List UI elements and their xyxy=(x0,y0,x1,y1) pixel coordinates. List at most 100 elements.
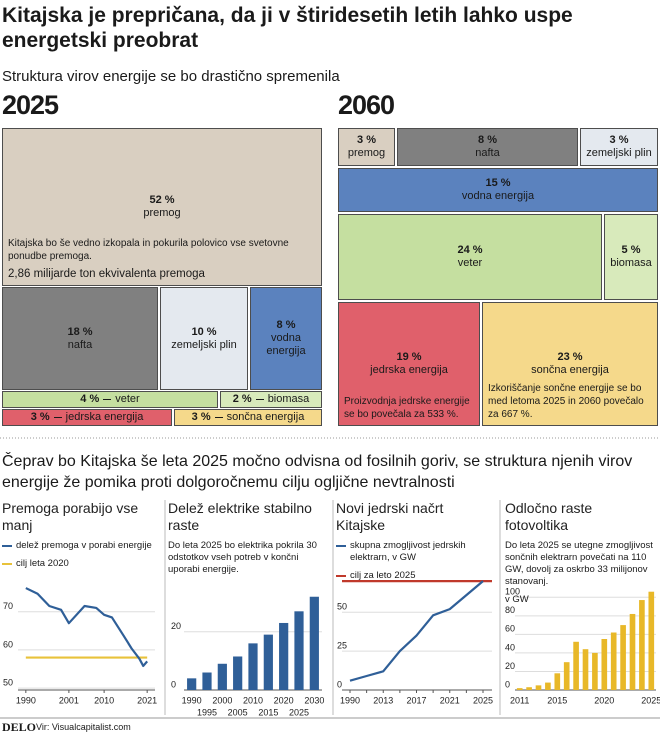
value-label: 3 % xyxy=(357,134,376,146)
legend-item: cilj leta 2020 xyxy=(2,558,160,570)
subtitle: Struktura virov energije se bo drastično… xyxy=(2,68,340,85)
separator xyxy=(255,399,264,400)
legend-label: cilj leta 2020 xyxy=(16,558,69,569)
y-tick-label: 25 xyxy=(337,640,347,650)
treemap-cell: 19 % jedrska energija Proizvodnja jedrske … xyxy=(338,302,480,426)
x-tick-label: 2005 xyxy=(228,707,248,717)
category-label: premog xyxy=(347,147,386,159)
x-tick-label: 2025 xyxy=(289,707,309,717)
treemap-cell: 24 % veter xyxy=(338,214,602,300)
bar xyxy=(263,634,273,690)
treemap-cell: 4 % veter xyxy=(2,391,218,408)
annotation: Izkoriščanje sončne energije se bo med l… xyxy=(488,382,652,421)
legend-swatch xyxy=(336,575,346,577)
bar xyxy=(516,688,523,690)
treemap-title: 2025 xyxy=(2,90,59,120)
category-label: premog xyxy=(143,207,181,219)
treemap-cell: 23 % sončna energija Izkoriščanje sončne e… xyxy=(482,302,658,426)
x-tick-label: 2021 xyxy=(137,695,157,705)
bar xyxy=(639,600,645,690)
x-tick-label: 2015 xyxy=(547,695,567,705)
value-label: 18 % xyxy=(67,325,93,338)
x-tick-label: 2000 xyxy=(212,695,232,705)
y-tick-label: 80 xyxy=(505,605,515,615)
bar xyxy=(545,682,551,690)
category-label: vodna energija xyxy=(461,190,535,202)
value-label: 19 % xyxy=(396,351,422,363)
y-tick-label: 0 xyxy=(505,679,510,689)
x-tick-label: 2030 xyxy=(304,695,324,705)
bar xyxy=(620,625,626,690)
chart-panel: Premoga porabijo vse manj delež premoga v… xyxy=(2,500,160,570)
category-label: zemeljski plin xyxy=(586,147,652,159)
y-tick-label: 0 xyxy=(337,679,342,689)
category-label: vodna energija xyxy=(266,332,306,357)
treemap-cell: 5 % biomasa xyxy=(604,214,658,300)
value-label: 5 % xyxy=(621,244,641,256)
legend-swatch xyxy=(2,563,12,565)
separator xyxy=(53,417,62,418)
category-label: sončna energija xyxy=(226,411,305,423)
value-label: 24 % xyxy=(457,244,483,256)
bar xyxy=(233,656,243,690)
treemap-cell: 8 % vodna energija xyxy=(250,287,322,390)
bar xyxy=(592,652,598,690)
legend-item: skupna zmogljivost jedrskih elektrarn, v… xyxy=(336,540,494,564)
bar xyxy=(648,591,655,690)
bar xyxy=(526,687,532,690)
bar xyxy=(202,672,212,690)
value-label: 3 % xyxy=(609,134,629,146)
treemap-cell: 18 % nafta xyxy=(2,287,158,390)
chart-title: Premoga porabijo vse manj xyxy=(2,500,139,533)
legend-swatch xyxy=(2,545,12,547)
value-label: 23 % xyxy=(557,351,583,363)
line-series xyxy=(349,580,484,682)
category-label: veter xyxy=(457,257,483,269)
y-tick-label: 20 xyxy=(171,621,181,631)
x-tick-label: 2010 xyxy=(243,695,263,705)
treemap-cell: 3 % sončna energija xyxy=(174,409,322,426)
bar xyxy=(573,641,579,690)
x-tick-label: 2011 xyxy=(510,695,529,705)
value-label: 8 % xyxy=(478,134,497,146)
logo: DELO xyxy=(2,720,37,734)
bar xyxy=(309,596,319,690)
treemap-cell: 3 % jedrska energija xyxy=(2,409,172,426)
chart-panel: Novi jedrski načrt Kitajske skupna zmoglj… xyxy=(336,500,494,582)
treemap-title: 2060 xyxy=(338,90,395,120)
x-tick-label: 2017 xyxy=(406,695,426,705)
legend-label: delež premoga v porabi energije xyxy=(16,540,152,551)
category-label: biomasa xyxy=(267,393,310,405)
y-tick-label: 70 xyxy=(3,601,13,611)
bar xyxy=(535,685,542,690)
bar xyxy=(294,611,304,690)
x-tick-label: 2015 xyxy=(258,707,278,717)
annotation-text: 2,86 milijarde ton ekvivalenta premoga xyxy=(8,268,205,280)
x-tick-label: 2020 xyxy=(594,695,614,705)
y-tick-label: 60 xyxy=(3,639,13,649)
y-tick-label: 60 xyxy=(505,624,515,634)
x-tick-label: 1990 xyxy=(16,695,36,705)
treemap-cell: 15 % vodna energija xyxy=(338,168,658,212)
x-tick-label: 2025 xyxy=(641,695,660,705)
bar xyxy=(629,613,636,690)
note: v GW xyxy=(505,594,529,605)
value-label: 4 % xyxy=(80,393,100,405)
treemap-cell: 8 % nafta xyxy=(397,128,578,166)
y-tick-label: 100 xyxy=(505,587,520,597)
intro: Čeprav bo Kitajska še leta 2025 močno od… xyxy=(2,453,633,491)
x-tick-label: 2013 xyxy=(373,695,393,705)
legend-item: cilj za leto 2025 xyxy=(336,570,494,582)
x-tick-label: 2001 xyxy=(59,695,79,705)
separator xyxy=(103,399,112,400)
treemap-cell: 10 % zemeljski plin xyxy=(160,287,248,390)
x-tick-label: 2020 xyxy=(274,695,294,705)
annotation: Proizvodnja jedrske energije se bo poveč… xyxy=(344,395,474,421)
x-tick-label: 1995 xyxy=(197,707,217,717)
bar xyxy=(601,639,608,690)
treemap-cell: 52 % premog Kitajska bo še vedno izkopala … xyxy=(2,128,322,286)
note: Do leta 2025 se utegne zmogljivost sončn… xyxy=(505,540,653,587)
category-label: zemeljski plin xyxy=(171,338,237,351)
y-tick-label: 50 xyxy=(337,602,347,612)
